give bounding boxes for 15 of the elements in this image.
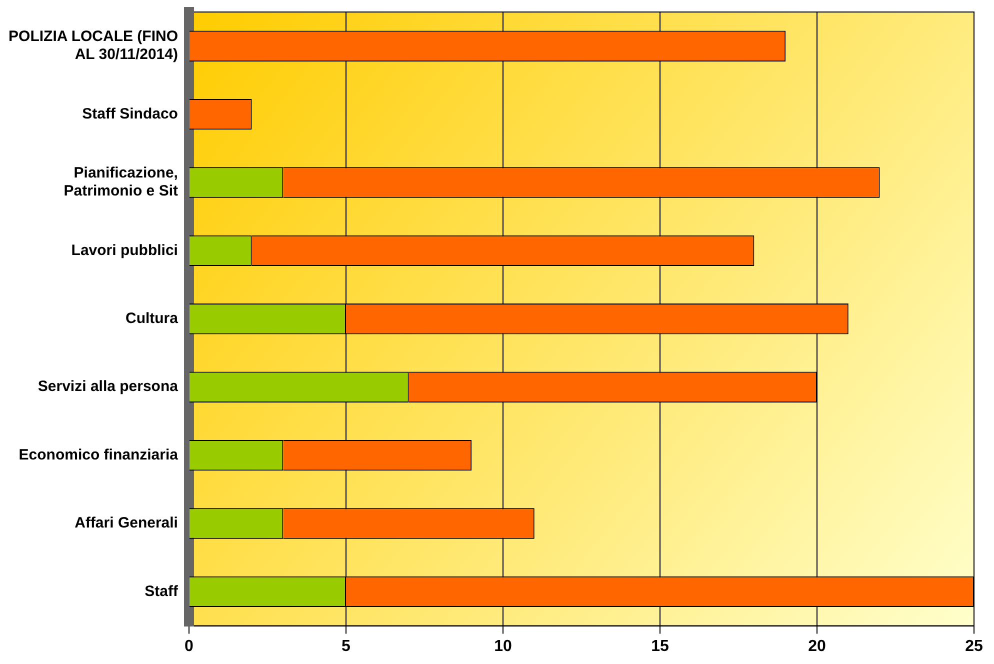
x-tick-label: 25 bbox=[965, 638, 983, 655]
x-tick-label: 0 bbox=[184, 638, 194, 655]
y-tick-label: Economico finanziaria bbox=[18, 446, 179, 464]
y-tick-label: Affari Generali bbox=[74, 514, 178, 532]
x-tick-label: 5 bbox=[342, 638, 351, 655]
y-tick-label: Pianificazione, Patrimonio e Sit bbox=[64, 164, 178, 200]
y-tick-label: POLIZIA LOCALE (FINO AL 30/11/2014) bbox=[8, 28, 178, 64]
y-tick-label: Lavori pubblici bbox=[71, 242, 178, 259]
y-tick-label: Staff bbox=[144, 582, 179, 600]
y-tick-label: Servizi alla persona bbox=[38, 378, 179, 396]
x-tick-label: 20 bbox=[808, 638, 826, 655]
x-tick-label: 15 bbox=[651, 638, 669, 655]
y-tick-label: Staff Sindaco bbox=[82, 105, 178, 122]
y-tick-label: Cultura bbox=[125, 310, 179, 328]
x-tick-label: 10 bbox=[494, 638, 512, 655]
